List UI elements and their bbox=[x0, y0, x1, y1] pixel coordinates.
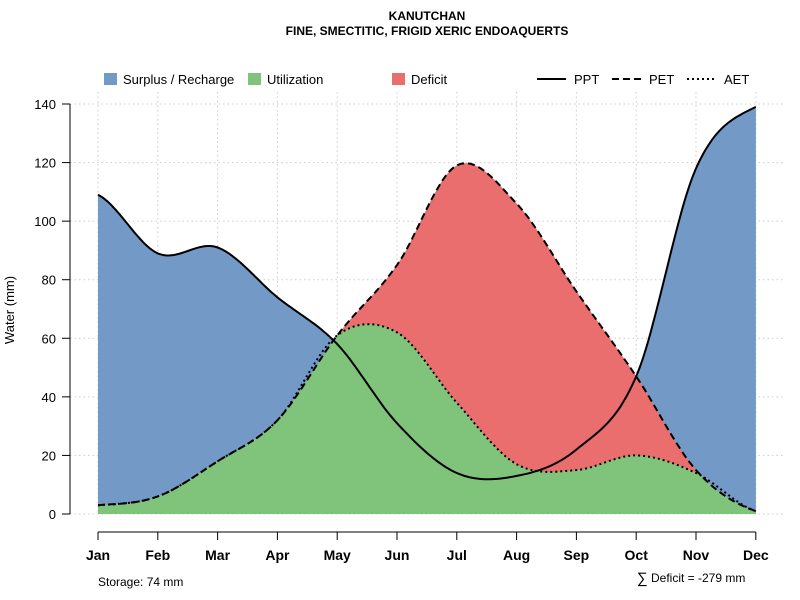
legend-utilization-swatch bbox=[248, 73, 261, 85]
axes: 0 20 40 60 80 100 120 140 Jan Feb Mar Apr May Jun Jul A… bbox=[34, 97, 769, 563]
y-tick-label: 0 bbox=[49, 507, 56, 522]
x-tick-label: Aug bbox=[503, 547, 530, 563]
y-tick-label: 100 bbox=[34, 214, 56, 229]
y-tick-label: 120 bbox=[34, 156, 56, 171]
legend-aet-label: AET bbox=[724, 72, 749, 87]
series-line-pet bbox=[97, 162, 757, 513]
area-deficit bbox=[98, 163, 756, 515]
storage-note: Storage: 74 mm bbox=[98, 575, 183, 589]
x-tick-label: Nov bbox=[683, 547, 710, 563]
legend-deficit-swatch bbox=[392, 73, 405, 85]
x-tick-label: Dec bbox=[743, 547, 769, 563]
y-tick-label: 40 bbox=[42, 390, 56, 405]
y-tick-label: 80 bbox=[42, 273, 56, 288]
legend-ppt-label: PPT bbox=[574, 72, 599, 87]
y-axis-label: Water (mm) bbox=[2, 276, 17, 344]
sum-icon: ∑ bbox=[637, 570, 648, 587]
y-tick-label: 20 bbox=[42, 448, 56, 463]
area-surplus-above-pet bbox=[98, 106, 756, 512]
legend-surplus-swatch bbox=[104, 73, 117, 85]
legend-surplus-label: Surplus / Recharge bbox=[123, 72, 234, 87]
y-tick-label: 60 bbox=[42, 331, 56, 346]
series-line-ppt bbox=[97, 106, 757, 481]
chart-subtitle: FINE, SMECTITIC, FRIGID XERIC ENDOAQUERT… bbox=[286, 24, 569, 38]
legend-utilization-label: Utilization bbox=[267, 72, 323, 87]
legend: Surplus / Recharge Utilization Deficit P… bbox=[104, 72, 749, 87]
x-tick-label: May bbox=[324, 547, 351, 563]
legend-pet-label: PET bbox=[649, 72, 674, 87]
x-tick-label: Apr bbox=[265, 547, 290, 563]
x-tick-label: Jan bbox=[86, 547, 110, 563]
chart-title: KANUTCHAN bbox=[389, 9, 466, 23]
x-tick-label: Mar bbox=[205, 547, 230, 563]
x-tick-label: Oct bbox=[625, 547, 649, 563]
deficit-note: Deficit = -279 mm bbox=[651, 571, 745, 585]
x-tick-label: Jul bbox=[447, 547, 467, 563]
x-tick-label: Sep bbox=[564, 547, 590, 563]
area-utilization bbox=[98, 324, 756, 514]
legend-deficit-label: Deficit bbox=[411, 72, 448, 87]
y-tick-label: 140 bbox=[34, 97, 56, 112]
line-layer bbox=[97, 106, 757, 513]
x-tick-label: Jun bbox=[385, 547, 410, 563]
x-tick-label: Feb bbox=[145, 547, 170, 563]
area-layer bbox=[98, 106, 756, 515]
